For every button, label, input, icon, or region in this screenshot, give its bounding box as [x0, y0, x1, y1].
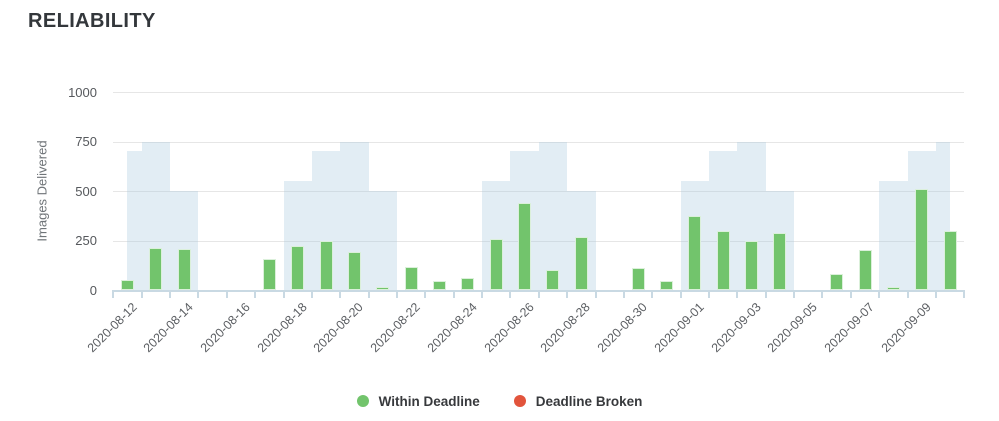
- axis-tick: [708, 292, 710, 298]
- bar-within-deadline[interactable]: [518, 202, 532, 290]
- axis-tick: [452, 292, 455, 298]
- bar-within-deadline[interactable]: [659, 281, 673, 290]
- bar-within-deadline[interactable]: [177, 249, 191, 290]
- axis-tick: [793, 292, 796, 298]
- gridline: [113, 92, 965, 93]
- bar-within-deadline[interactable]: [830, 274, 844, 290]
- axis-tick: [282, 292, 285, 298]
- bar-within-deadline[interactable]: [319, 241, 333, 290]
- bar-within-deadline[interactable]: [489, 238, 503, 290]
- bar-within-deadline[interactable]: [574, 236, 588, 290]
- x-axis-label: 2020-08-24: [424, 300, 480, 356]
- x-axis-label: 2020-08-12: [84, 300, 140, 356]
- axis-tick: [225, 292, 228, 298]
- axis-tick: [140, 292, 143, 298]
- gridline: [113, 240, 965, 242]
- x-axis-label: 2020-09-03: [708, 300, 764, 356]
- bar-within-deadline[interactable]: [858, 250, 872, 290]
- axis-tick: [169, 292, 172, 298]
- bar-within-deadline[interactable]: [404, 267, 418, 290]
- axis-tick: [339, 292, 342, 298]
- axis-tick: [197, 292, 200, 298]
- capacity-band-segment: [127, 151, 142, 290]
- bar-within-deadline[interactable]: [688, 215, 702, 290]
- x-axis-label: 2020-09-05: [765, 300, 821, 356]
- axis-tick: [395, 292, 398, 298]
- legend-label-within-deadline: Within Deadline: [378, 393, 480, 409]
- bar-within-deadline[interactable]: [631, 268, 645, 290]
- axis-tick: [424, 292, 427, 298]
- y-axis-tick-label: 500: [75, 183, 97, 199]
- x-axis-label: 2020-08-16: [197, 300, 253, 356]
- axis-tick: [679, 292, 682, 298]
- axis-tick: [622, 292, 625, 298]
- x-axis-label: 2020-08-22: [367, 300, 424, 356]
- axis-tick: [849, 292, 852, 298]
- legend-swatch-within-deadline-icon: [356, 395, 369, 407]
- axis-tick: [906, 292, 909, 298]
- bar-within-deadline[interactable]: [376, 287, 390, 290]
- bar-within-deadline[interactable]: [943, 230, 957, 290]
- axis-tick: [112, 292, 115, 298]
- bar-within-deadline[interactable]: [915, 189, 929, 290]
- bar-within-deadline[interactable]: [149, 248, 163, 290]
- axis-tick: [651, 292, 654, 298]
- y-axis-tick-label: 750: [75, 134, 97, 149]
- axis-tick: [481, 292, 484, 298]
- bar-within-deadline[interactable]: [886, 287, 900, 290]
- bar-within-deadline[interactable]: [120, 280, 134, 290]
- axis-tick: [537, 292, 540, 298]
- x-axis-label: 2020-08-30: [594, 300, 650, 356]
- bar-within-deadline[interactable]: [773, 232, 787, 290]
- y-axis-tick-label: 0: [89, 282, 97, 298]
- gridline: [113, 141, 965, 143]
- bar-within-deadline[interactable]: [433, 281, 447, 290]
- bar-within-deadline[interactable]: [716, 230, 730, 290]
- axis-tick: [509, 292, 512, 298]
- y-axis-tick-label: 250: [75, 233, 97, 248]
- axis-tick: [963, 292, 966, 298]
- bar-within-deadline[interactable]: [745, 241, 759, 290]
- x-axis-label: 2020-08-20: [311, 300, 367, 356]
- legend-item-deadline-broken: Deadline Broken: [513, 393, 643, 409]
- capacity-band-segment: [538, 141, 568, 290]
- axis-tick: [764, 292, 767, 298]
- x-axis-label: 2020-09-07: [821, 300, 877, 356]
- y-axis-tick-label: 1000: [68, 84, 97, 100]
- legend-swatch-deadline-broken-icon: [513, 395, 526, 407]
- x-axis-label: 2020-09-01: [651, 300, 707, 356]
- axis-tick: [736, 292, 739, 298]
- capacity-band-segment: [368, 191, 397, 290]
- bar-within-deadline[interactable]: [262, 259, 276, 290]
- axis-tick: [310, 292, 313, 298]
- capacity-band-segment: [879, 181, 908, 290]
- bar-within-deadline[interactable]: [347, 252, 361, 290]
- axis-tick: [254, 292, 257, 298]
- chart-legend: Within Deadline Deadline Broken: [0, 389, 999, 413]
- axis-tick: [821, 292, 824, 298]
- y-axis-title: Images Delivered: [34, 140, 50, 242]
- x-axis-line: [112, 290, 966, 292]
- axis-tick: [566, 292, 569, 298]
- x-axis-label: 2020-08-14: [140, 300, 197, 356]
- legend-item-within-deadline: Within Deadline: [356, 393, 480, 409]
- x-axis-label: 2020-09-09: [878, 300, 934, 356]
- bar-within-deadline[interactable]: [291, 246, 305, 290]
- gridline: [113, 191, 965, 192]
- x-axis-label: 2020-08-18: [254, 300, 310, 356]
- page-title: RELIABILITY: [28, 10, 156, 32]
- axis-tick: [367, 292, 370, 298]
- bar-within-deadline[interactable]: [461, 278, 475, 290]
- axis-tick: [594, 292, 597, 298]
- legend-label-deadline-broken: Deadline Broken: [535, 393, 643, 409]
- x-axis-label: 2020-08-28: [538, 300, 594, 356]
- axis-tick: [934, 292, 937, 298]
- bar-within-deadline[interactable]: [546, 270, 560, 290]
- axis-tick: [878, 292, 881, 298]
- x-axis-label: 2020-08-26: [481, 300, 537, 356]
